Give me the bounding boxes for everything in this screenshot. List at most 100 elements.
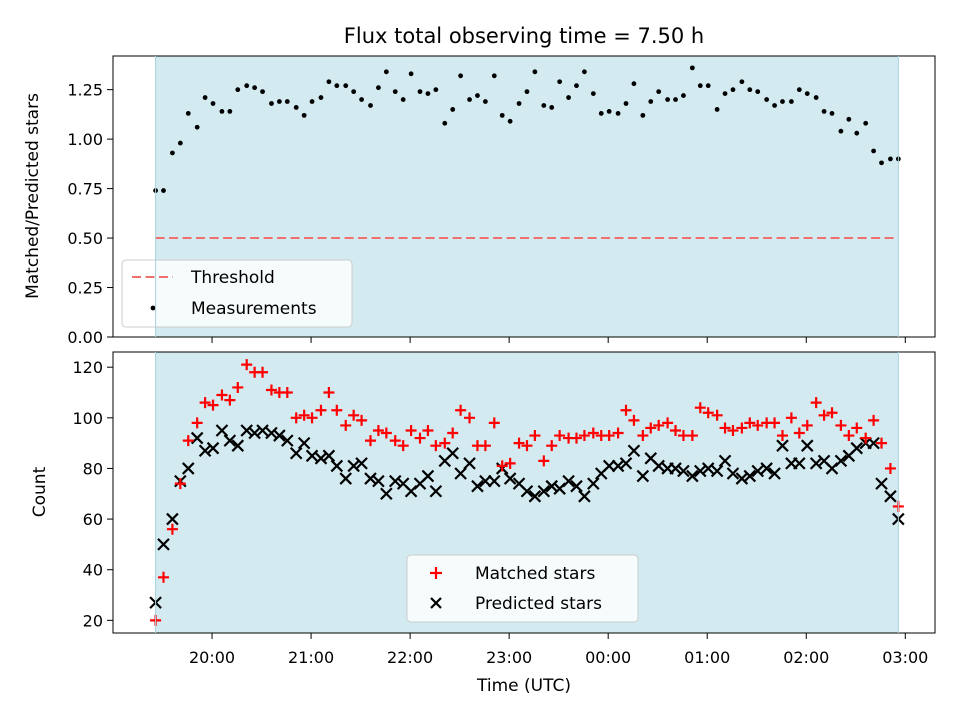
predicted-point (718, 454, 732, 468)
predicted-point (545, 479, 559, 493)
measurement-point (260, 89, 265, 95)
matched-point (405, 424, 417, 436)
measurement-point (673, 97, 678, 102)
measurement-point (334, 83, 340, 89)
matched-point (166, 523, 178, 535)
measurement-point (442, 120, 448, 126)
matched-point (306, 412, 318, 424)
matched-point (769, 417, 781, 429)
measurement-point (648, 99, 654, 104)
bottom-panel: 20 40 60 80 100 120 20:00 21:00 22:00 23:00 00:00… (30, 352, 936, 696)
measurement-point (788, 99, 794, 104)
measurement-point (739, 79, 745, 85)
matched-point (727, 424, 739, 436)
matched-point (323, 387, 335, 399)
predicted-point (570, 479, 583, 493)
measurement-point (780, 99, 785, 104)
matched-point (587, 427, 599, 439)
measurement-point (582, 69, 587, 75)
top-ylabel: Matched/Predicted stars (23, 93, 43, 299)
measurement-point (351, 89, 357, 95)
matched-point (801, 419, 813, 431)
predicted-point (867, 436, 880, 450)
bottom-ylabel: Count (30, 466, 50, 517)
matched-point (810, 397, 822, 409)
predicted-point (446, 446, 459, 460)
matched-point (389, 435, 401, 447)
predicted-points (150, 424, 905, 609)
measurement-point (244, 83, 250, 89)
predicted-point (190, 431, 204, 445)
top-y-tick-label: 1.00 (67, 130, 103, 149)
measurement-point (714, 107, 720, 112)
legend-measurements-label: Measurements (191, 299, 317, 319)
measurement-point (615, 110, 621, 116)
predicted-point (850, 441, 864, 455)
measurement-point (376, 85, 381, 91)
measurement-point (326, 79, 332, 85)
predicted-point (669, 462, 682, 475)
predicted-point (289, 446, 303, 460)
measurement-point (408, 71, 414, 77)
predicted-point (388, 474, 402, 488)
top-legend: Threshold Measurements (121, 259, 353, 328)
predicted-point (273, 429, 286, 442)
measurement-point (343, 83, 349, 89)
matched-point (603, 430, 615, 442)
matched-point (851, 422, 863, 434)
bottom-x-tick-label: 22:00 (387, 648, 433, 667)
matched-point (513, 437, 525, 449)
bottom-y-ticks: 20 40 60 80 100 120 (72, 358, 113, 630)
matched-point (843, 430, 855, 442)
matched-point (199, 397, 211, 409)
top-panel: Flux total observing time = 7.50 h 0.000… (23, 24, 936, 347)
bottom-y-tick-label: 120 (72, 358, 103, 377)
bottom-x-tick-label: 20:00 (189, 648, 235, 667)
measurement-point (764, 97, 770, 102)
measurement-point (309, 99, 315, 104)
predicted-point (800, 439, 814, 452)
legend-matched-label: Matched stars (475, 564, 595, 584)
matched-point (521, 440, 533, 452)
matched-point (645, 422, 657, 434)
matched-point (331, 404, 343, 416)
legend-threshold-label: Threshold (190, 268, 275, 288)
matched-point (736, 422, 748, 434)
matched-point (570, 432, 582, 444)
predicted-point (372, 474, 385, 488)
measurement-point (863, 120, 869, 126)
bottom-legend-box (406, 554, 639, 623)
legend-measurements-swatch (150, 305, 156, 311)
top-y-tick-label: 0.75 (67, 180, 103, 199)
matched-point (479, 440, 491, 452)
bottom-x-ticks: 20:00 21:00 22:00 23:00 00:00 01:00 02:00 03:00 (189, 633, 928, 667)
measurement-point (252, 85, 258, 91)
matched-point (447, 427, 459, 439)
measurement-point (235, 87, 241, 93)
matched-point (744, 417, 756, 429)
matched-point (793, 427, 805, 439)
legend-predicted-label: Predicted stars (475, 594, 602, 614)
predicted-point (364, 472, 377, 485)
measurement-point (516, 101, 522, 106)
measurement-point (888, 156, 893, 162)
top-legend-box (121, 259, 353, 328)
predicted-point (686, 469, 699, 483)
predicted-point (537, 484, 551, 498)
matched-point (529, 430, 541, 442)
predicted-point (809, 457, 823, 470)
predicted-point (528, 490, 542, 503)
measurement-point (269, 101, 274, 106)
measurement-point (170, 150, 175, 156)
top-y-tick-label: 0.25 (67, 279, 103, 298)
matched-point (174, 478, 186, 490)
matched-point (496, 460, 508, 472)
matched-point (340, 419, 352, 431)
measurement-point (177, 140, 183, 146)
matched-point (372, 424, 384, 436)
measurement-point (665, 97, 671, 102)
bottom-x-tick-label: 03:00 (882, 648, 928, 667)
measurement-point (359, 97, 364, 102)
measurement-point (400, 97, 406, 102)
predicted-point (240, 424, 253, 437)
